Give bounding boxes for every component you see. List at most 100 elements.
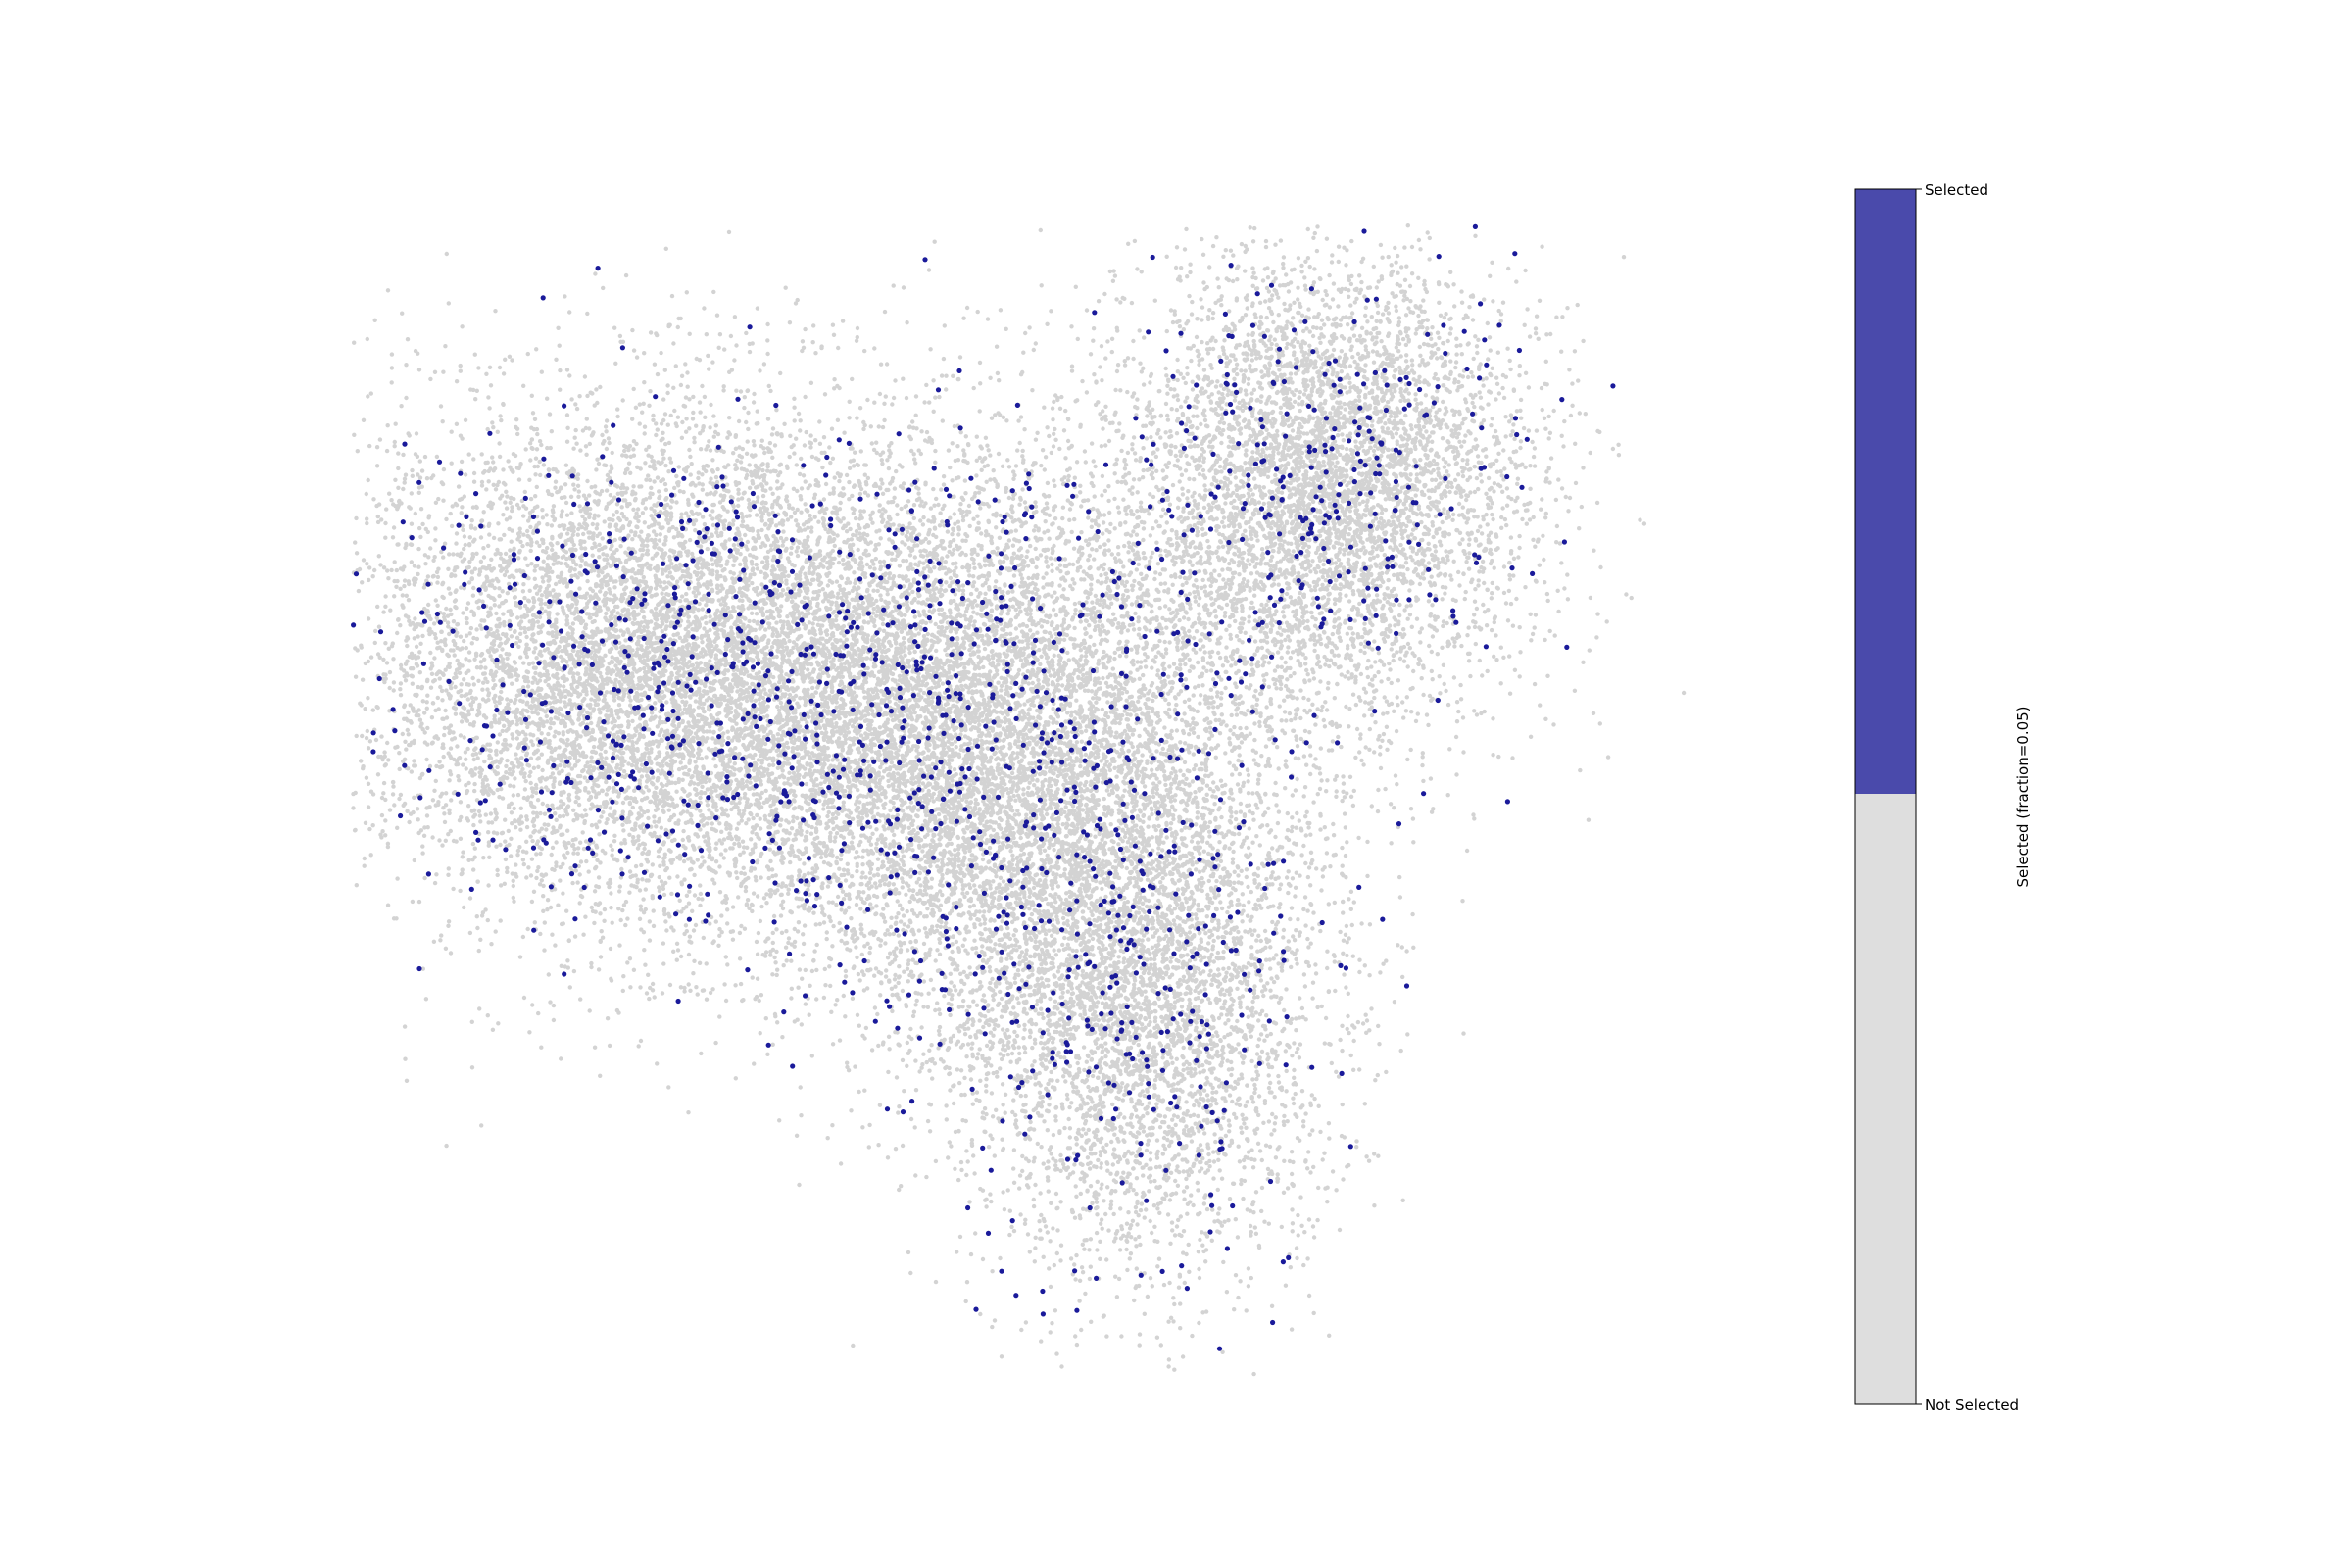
- not-selected-point: [734, 433, 738, 437]
- not-selected-point: [464, 758, 467, 761]
- not-selected-point: [691, 395, 695, 399]
- not-selected-point: [762, 451, 766, 455]
- not-selected-point: [454, 712, 458, 716]
- not-selected-point: [572, 487, 576, 491]
- not-selected-point: [538, 811, 542, 815]
- not-selected-point: [706, 803, 710, 807]
- not-selected-point: [654, 607, 658, 611]
- not-selected-point: [404, 747, 408, 751]
- not-selected-point: [589, 737, 593, 741]
- not-selected-point: [842, 633, 846, 637]
- not-selected-point: [368, 739, 372, 743]
- not-selected-point: [507, 803, 511, 807]
- not-selected-point: [642, 735, 646, 739]
- not-selected-point: [740, 466, 744, 470]
- not-selected-point: [944, 580, 948, 584]
- not-selected-point: [431, 559, 435, 563]
- not-selected-point: [393, 746, 397, 750]
- not-selected-point: [649, 330, 653, 334]
- not-selected-point: [410, 674, 414, 678]
- not-selected-point: [725, 436, 729, 440]
- not-selected-point: [636, 507, 640, 511]
- not-selected-point: [770, 456, 774, 460]
- not-selected-point: [481, 546, 485, 550]
- not-selected-point: [809, 381, 813, 385]
- not-selected-point: [470, 576, 474, 580]
- not-selected-point: [707, 747, 710, 751]
- not-selected-point: [640, 553, 644, 557]
- not-selected-point: [543, 610, 547, 613]
- not-selected-point: [750, 903, 754, 906]
- not-selected-point: [640, 411, 644, 415]
- not-selected-point: [545, 714, 549, 718]
- not-selected-point: [791, 815, 795, 819]
- not-selected-point: [462, 677, 466, 681]
- not-selected-point: [704, 755, 708, 759]
- not-selected-point: [710, 821, 714, 825]
- not-selected-point: [865, 398, 869, 402]
- not-selected-point: [403, 758, 407, 761]
- not-selected-point: [510, 540, 514, 544]
- not-selected-point: [719, 662, 723, 666]
- not-selected-point: [833, 475, 837, 479]
- not-selected-point: [525, 725, 529, 729]
- not-selected-point: [879, 536, 883, 540]
- not-selected-point: [546, 732, 550, 736]
- not-selected-point: [493, 603, 497, 607]
- not-selected-point: [636, 878, 640, 882]
- not-selected-point: [533, 829, 537, 833]
- not-selected-point: [1044, 560, 1048, 564]
- not-selected-point: [454, 606, 458, 610]
- not-selected-point: [420, 844, 424, 848]
- not-selected-point: [639, 686, 643, 690]
- not-selected-point: [546, 647, 550, 651]
- not-selected-point: [405, 644, 409, 648]
- not-selected-point: [432, 940, 436, 944]
- not-selected-point: [885, 857, 889, 860]
- not-selected-point: [565, 413, 569, 416]
- not-selected-point: [410, 522, 414, 526]
- not-selected-point: [435, 455, 439, 459]
- not-selected-point: [491, 460, 495, 464]
- not-selected-point: [628, 875, 632, 879]
- not-selected-point: [508, 619, 512, 623]
- not-selected-point: [681, 829, 685, 833]
- not-selected-point: [845, 473, 849, 477]
- not-selected-point: [504, 770, 508, 774]
- not-selected-point: [475, 389, 479, 393]
- not-selected-point: [407, 820, 411, 824]
- not-selected-point: [737, 419, 741, 423]
- not-selected-point: [450, 737, 454, 741]
- not-selected-point: [568, 698, 572, 702]
- not-selected-point: [531, 661, 535, 664]
- not-selected-point: [914, 394, 918, 398]
- not-selected-point: [592, 921, 596, 925]
- not-selected-point: [1086, 596, 1090, 600]
- not-selected-point: [505, 759, 509, 762]
- not-selected-point: [593, 1046, 597, 1050]
- not-selected-point: [871, 589, 875, 593]
- not-selected-point: [505, 506, 509, 510]
- not-selected-point: [688, 332, 692, 336]
- not-selected-point: [690, 552, 694, 556]
- not-selected-point: [478, 819, 482, 823]
- not-selected-point: [764, 789, 768, 793]
- not-selected-point: [439, 404, 443, 408]
- not-selected-point: [521, 858, 525, 861]
- not-selected-point: [610, 853, 613, 857]
- not-selected-point: [521, 514, 525, 517]
- not-selected-point: [572, 847, 576, 851]
- not-selected-point: [680, 436, 684, 440]
- not-selected-point: [743, 395, 747, 399]
- not-selected-point: [748, 350, 752, 354]
- not-selected-point: [658, 494, 662, 498]
- not-selected-point: [605, 418, 609, 422]
- not-selected-point: [491, 425, 495, 429]
- not-selected-point: [451, 552, 455, 556]
- not-selected-point: [607, 885, 611, 889]
- not-selected-point: [856, 326, 859, 330]
- not-selected-point: [377, 625, 381, 629]
- not-selected-point: [574, 599, 578, 603]
- not-selected-point: [414, 512, 417, 515]
- not-selected-point: [476, 679, 480, 683]
